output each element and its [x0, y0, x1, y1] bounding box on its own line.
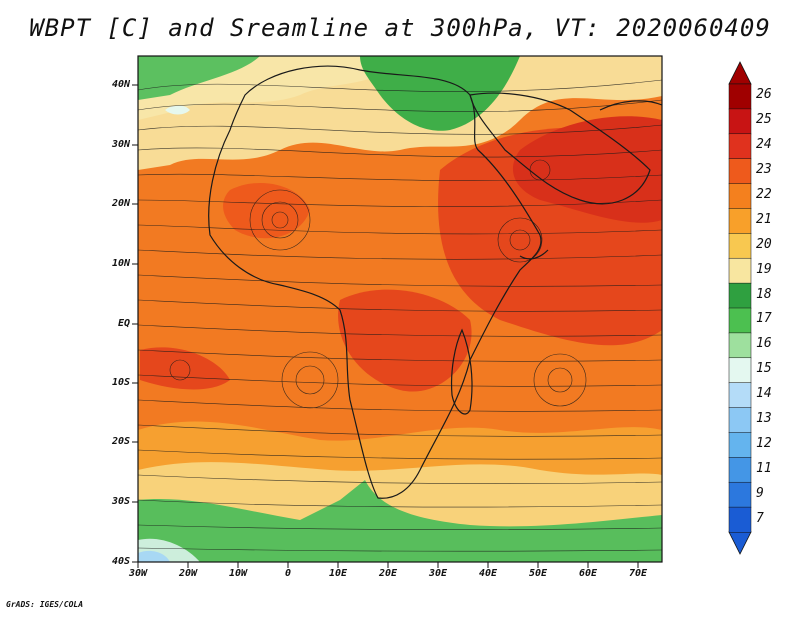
- colorbar-label: 20: [756, 236, 772, 252]
- field-west-warm: [140, 347, 230, 390]
- lat-label-30n: 30N: [111, 139, 130, 150]
- colorbar-label: 7: [756, 510, 764, 526]
- lat-label-20n: 20N: [111, 198, 130, 209]
- colorbar-segment: [728, 83, 752, 110]
- lon-label-50e: 50E: [528, 568, 548, 579]
- colorbar-label: 21: [756, 211, 772, 227]
- colorbar-label: 14: [756, 386, 772, 402]
- colorbar-segment: [728, 357, 752, 384]
- colorbar-segment: [728, 506, 752, 533]
- field-sahel-warm: [223, 182, 310, 239]
- horn-coast: [519, 249, 549, 260]
- madagascar-coast: [450, 328, 473, 415]
- arabia-coast: [469, 92, 651, 205]
- lat-label-eq: EQ: [117, 318, 130, 329]
- field-south-green: [138, 480, 662, 562]
- colorbar-segment: [728, 407, 752, 433]
- colorbar-top-arrow: [728, 61, 752, 85]
- colorbar-label: 9: [756, 485, 764, 501]
- lon-label-30w: 30W: [128, 568, 148, 579]
- colorbar-segment: [728, 133, 752, 160]
- field-central-warm: [338, 289, 472, 392]
- colorbar-label: 19: [756, 261, 772, 277]
- field-nw-green: [138, 56, 260, 100]
- lon-label-20w: 20W: [178, 568, 198, 579]
- colorbar-label: 18: [756, 286, 772, 302]
- lat-label-10n: 10N: [111, 258, 130, 269]
- colorbar-segment: [728, 457, 752, 483]
- map-plot-area: [138, 56, 662, 562]
- colorbar-label: 17: [756, 311, 772, 327]
- colorbar-segment: [728, 158, 752, 185]
- credit-text: GrADS: IGES/COLA: [6, 600, 84, 609]
- map-frame: [137, 55, 663, 563]
- colorbar-label: 13: [756, 411, 772, 426]
- colorbar-segment: [728, 432, 752, 458]
- lon-label-20e: 20E: [378, 568, 398, 579]
- chart-title: WBPT [C] and Sreamline at 300hPa, VT: 20…: [29, 14, 771, 42]
- coastlines: [208, 65, 662, 499]
- colorbar-segment: [728, 282, 752, 309]
- colorbar-segment: [728, 257, 752, 284]
- colorbar-bottom-arrow: [728, 531, 752, 555]
- colorbar-segment: [728, 233, 752, 259]
- lon-label-0: 0: [284, 568, 292, 579]
- colorbar-segment: [728, 208, 752, 234]
- lon-label-70e: 70E: [628, 568, 648, 579]
- lat-label-10s: 10S: [111, 377, 130, 388]
- lon-label-60e: 60E: [578, 568, 598, 579]
- lon-label-30e: 30E: [428, 568, 448, 579]
- lat-label-40n: 40N: [111, 79, 130, 90]
- field-nw-patch: [165, 105, 190, 115]
- colorbar: [728, 61, 752, 555]
- colorbar-label: 24: [756, 137, 772, 153]
- lon-label-10e: 10E: [328, 568, 348, 579]
- colorbar-label: 26: [756, 87, 772, 103]
- lat-label-20s: 20S: [111, 436, 130, 447]
- colorbar-label: 16: [756, 336, 772, 352]
- colorbar-label: 12: [756, 435, 772, 451]
- field-arabia-core: [512, 116, 662, 223]
- colorbar-segment: [728, 332, 752, 359]
- lat-label-40s: 40S: [111, 556, 130, 567]
- field-sw-blue: [138, 550, 170, 562]
- colorbar-segment: [728, 307, 752, 334]
- colorbar-label: 15: [756, 361, 772, 377]
- colorbar-label: 22: [756, 187, 772, 202]
- streamlines: [138, 79, 662, 552]
- colorbar-label: 23: [756, 162, 772, 178]
- colorbar-label: 25: [756, 112, 772, 128]
- lat-label-30s: 30S: [111, 496, 130, 507]
- colorbar-segment: [728, 183, 752, 209]
- lon-label-10w: 10W: [228, 568, 248, 579]
- lon-label-40e: 40E: [478, 568, 498, 579]
- colorbar-label: 11: [756, 460, 772, 476]
- colorbar-segment: [728, 481, 752, 508]
- asia-coast: [599, 100, 662, 111]
- colorbar-segment: [728, 108, 752, 135]
- axis-ticks: [132, 84, 639, 568]
- colorbar-segment: [728, 382, 752, 409]
